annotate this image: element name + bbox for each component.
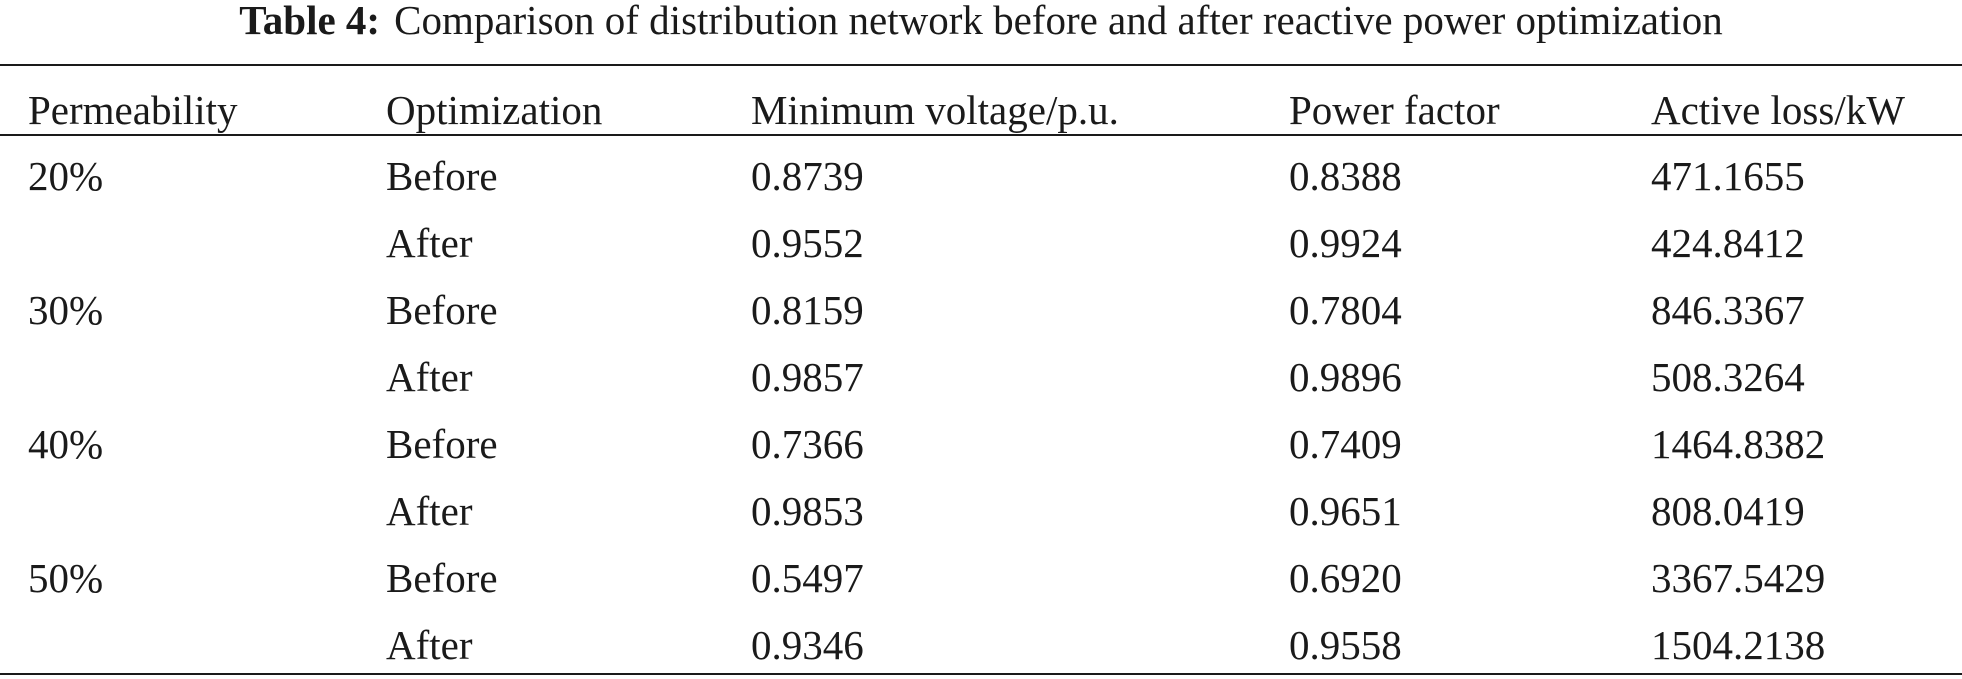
column-header-permeability: Permeability: [28, 87, 238, 133]
cell-power-factor: 0.6920: [1289, 555, 1402, 601]
column-header-minimum-voltage: Minimum voltage/p.u.: [751, 87, 1119, 133]
column-header-active-loss: Active loss/kW: [1651, 87, 1905, 133]
cell-power-factor: 0.7804: [1289, 287, 1402, 333]
cell-active-loss: 1504.2138: [1651, 622, 1826, 668]
column-header-optimization: Optimization: [386, 87, 603, 133]
cell-minimum-voltage: 0.9552: [751, 220, 864, 266]
cell-optimization: After: [386, 220, 473, 266]
cell-power-factor: 0.9896: [1289, 354, 1402, 400]
cell-permeability: 30%: [28, 287, 104, 333]
top-rule: [0, 64, 1962, 66]
cell-permeability: 50%: [28, 555, 104, 601]
cell-minimum-voltage: 0.5497: [751, 555, 864, 601]
cell-minimum-voltage: 0.9346: [751, 622, 864, 668]
cell-minimum-voltage: 0.8739: [751, 153, 864, 199]
cell-power-factor: 0.9924: [1289, 220, 1402, 266]
cell-optimization: Before: [386, 153, 498, 199]
cell-permeability: 40%: [28, 421, 104, 467]
cell-optimization: Before: [386, 421, 498, 467]
table-caption-text: Comparison of distribution network befor…: [394, 0, 1723, 43]
cell-minimum-voltage: 0.7366: [751, 421, 864, 467]
table-row: 20% Before 0.8739 0.8388 471.1655: [0, 143, 1962, 210]
table-row: After 0.9346 0.9558 1504.2138: [0, 612, 1962, 679]
table-row: After 0.9853 0.9651 808.0419: [0, 478, 1962, 545]
table-row: 30% Before 0.8159 0.7804 846.3367: [0, 277, 1962, 344]
table-header-row: Permeability Optimization Minimum voltag…: [0, 77, 1962, 144]
cell-minimum-voltage: 0.9857: [751, 354, 864, 400]
table-caption: Table 4: Comparison of distribution netwo…: [0, 0, 1962, 48]
cell-optimization: Before: [386, 555, 498, 601]
cell-optimization: After: [386, 354, 473, 400]
column-header-power-factor: Power factor: [1289, 87, 1500, 133]
header-rule: [0, 134, 1962, 136]
table-caption-label: Table 4:: [239, 0, 381, 43]
cell-optimization: Before: [386, 287, 498, 333]
table-row: 50% Before 0.5497 0.6920 3367.5429: [0, 545, 1962, 612]
table-row: After 0.9552 0.9924 424.8412: [0, 210, 1962, 277]
cell-power-factor: 0.8388: [1289, 153, 1402, 199]
cell-active-loss: 471.1655: [1651, 153, 1805, 199]
cell-power-factor: 0.7409: [1289, 421, 1402, 467]
table-row: 40% Before 0.7366 0.7409 1464.8382: [0, 411, 1962, 478]
cell-optimization: After: [386, 622, 473, 668]
cell-active-loss: 846.3367: [1651, 287, 1805, 333]
cell-minimum-voltage: 0.9853: [751, 488, 864, 534]
cell-optimization: After: [386, 488, 473, 534]
cell-permeability: 20%: [28, 153, 104, 199]
cell-power-factor: 0.9651: [1289, 488, 1402, 534]
bottom-rule: [0, 673, 1962, 675]
cell-power-factor: 0.9558: [1289, 622, 1402, 668]
cell-active-loss: 1464.8382: [1651, 421, 1826, 467]
cell-active-loss: 808.0419: [1651, 488, 1805, 534]
table-row: After 0.9857 0.9896 508.3264: [0, 344, 1962, 411]
cell-active-loss: 424.8412: [1651, 220, 1805, 266]
cell-minimum-voltage: 0.8159: [751, 287, 864, 333]
cell-active-loss: 508.3264: [1651, 354, 1805, 400]
cell-active-loss: 3367.5429: [1651, 555, 1826, 601]
